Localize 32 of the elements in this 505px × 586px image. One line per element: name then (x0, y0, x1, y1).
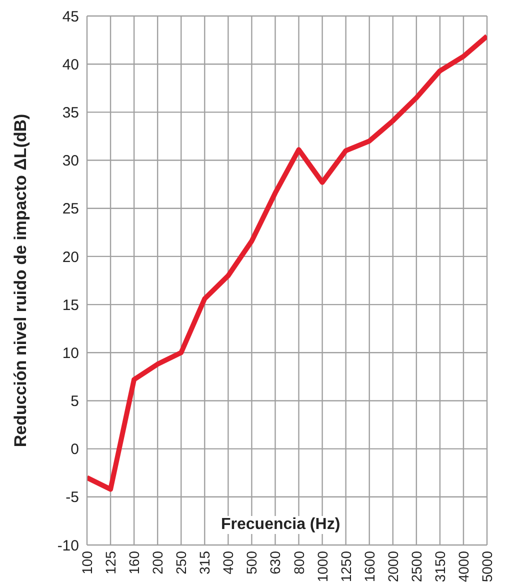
y-axis-title: Reducción nivel ruido de impacto ΔL(dB) (11, 114, 30, 448)
x-tick-label: 200 (150, 550, 166, 574)
y-tick-label: -5 (66, 489, 79, 506)
x-tick-label: 2500 (408, 550, 424, 582)
y-tick-label: 5 (70, 393, 79, 410)
x-tick-label: 800 (290, 550, 307, 574)
x-tick-label: 630 (267, 550, 284, 574)
x-tick-label: 500 (244, 550, 260, 574)
x-tick-label: 3150 (432, 550, 448, 582)
x-tick-label: 100 (79, 550, 95, 574)
x-tick-label: 4000 (455, 550, 472, 582)
y-tick-label: 25 (62, 200, 79, 218)
x-tick-label: 1000 (314, 550, 330, 582)
y-tick-label: -10 (57, 537, 79, 554)
y-tick-label: 45 (62, 8, 79, 26)
x-tick-label: 1250 (338, 550, 354, 582)
x-tick-label: 125 (102, 550, 119, 574)
y-tick-label: 0 (70, 441, 79, 458)
y-tick-label: 20 (62, 248, 79, 266)
y-tick-label: 15 (62, 296, 79, 314)
y-tick-label: 40 (62, 56, 79, 74)
x-axis-title: Frecuencia (Hz) (218, 516, 344, 534)
x-tick-label: 5000 (479, 550, 495, 582)
x-tick-label: 250 (173, 550, 190, 574)
y-tick-label: 35 (62, 104, 79, 122)
x-tick-label: 1600 (361, 550, 378, 582)
y-tick-label: 10 (62, 344, 79, 362)
x-tick-label: 315 (196, 550, 213, 574)
x-tick-label: 160 (126, 550, 142, 574)
x-tick-label: 2000 (384, 550, 401, 582)
x-tick-label: 400 (220, 550, 236, 574)
y-tick-label: 30 (62, 152, 79, 170)
